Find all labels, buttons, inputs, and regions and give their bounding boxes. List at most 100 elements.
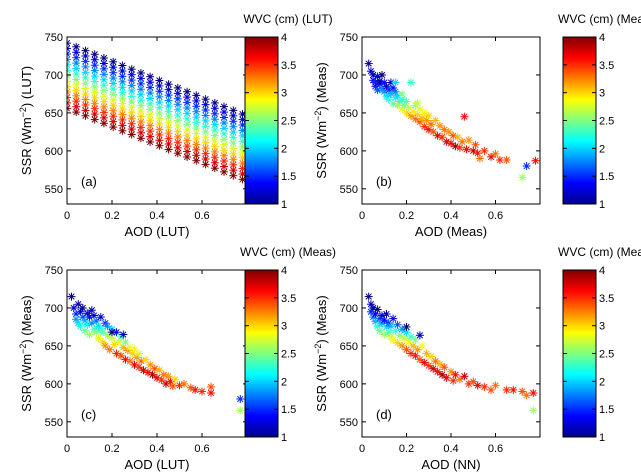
panel-b: 0 0.2 0.4 0.6 550 600 650 700 750 (b) AOD (Meas) SS…: [313, 12, 641, 239]
colorbar-title: WVC (cm) (Meas): [558, 12, 641, 26]
data-point: [531, 156, 540, 165]
data-point: [81, 84, 90, 93]
data-point: [67, 98, 71, 107]
data-point: [105, 345, 114, 354]
data-point: [81, 101, 90, 109]
scatter-points: [67, 39, 247, 184]
data-point: [502, 156, 511, 164]
colorbar-tick-label: 3: [599, 321, 605, 333]
data-point: [136, 123, 145, 132]
colorbar-tick-label: 4: [281, 32, 287, 44]
data-point: [210, 153, 219, 162]
data-point: [118, 83, 127, 92]
colorbar-tick-label: 4: [281, 265, 287, 277]
y-tick-label: 650: [45, 108, 63, 120]
data-point: [529, 406, 538, 415]
colorbar-gradient: [244, 36, 279, 205]
data-point: [192, 156, 201, 165]
x-tick-label: 0.2: [104, 443, 119, 455]
data-point: [109, 68, 118, 77]
data-point: [67, 50, 71, 58]
colorbar-tick-label: 1.5: [599, 404, 614, 416]
panel-a: 0 0.2 0.4 0.6 550 600 650 700 750 (a) AOD (LUT) SSR…: [18, 12, 333, 239]
scatter-points: [364, 292, 538, 415]
data-point: [529, 389, 538, 397]
data-point: [127, 130, 136, 139]
data-point: [442, 373, 451, 382]
data-point: [121, 338, 130, 347]
data-point: [420, 108, 429, 117]
data-point: [487, 152, 495, 161]
data-point: [402, 97, 411, 106]
colorbar-tick-label: 3.5: [281, 60, 296, 72]
data-point: [402, 322, 411, 331]
colorbar-gradient: [244, 269, 279, 438]
data-point: [76, 322, 85, 331]
colorbar: 1 1.5 2 2.5 3 3.5 4 WVC (cm) (Meas): [240, 245, 336, 444]
data-point: [480, 382, 489, 391]
data-point: [487, 385, 495, 394]
y-tick-label: 750: [45, 32, 63, 44]
data-point: [391, 78, 400, 87]
scatter-points: [67, 292, 245, 415]
data-point: [135, 363, 143, 372]
colorbar-tick-label: 3.5: [281, 293, 296, 305]
data-point: [168, 382, 177, 391]
data-point: [455, 375, 464, 384]
plot-area: [362, 37, 540, 204]
data-point: [201, 116, 210, 125]
data-point: [127, 76, 136, 85]
data-point: [157, 376, 166, 385]
data-point: [220, 146, 228, 155]
x-axis-label: AOD (LUT): [125, 457, 190, 472]
data-point: [67, 71, 71, 80]
data-point: [183, 98, 192, 107]
panel-label: (d): [376, 407, 392, 422]
data-point: [460, 112, 469, 121]
data-point: [201, 95, 210, 104]
data-point: [155, 120, 164, 128]
data-point: [90, 104, 99, 113]
data-point: [118, 126, 127, 135]
data-point: [183, 114, 192, 123]
data-point: [164, 107, 173, 116]
data-point: [164, 145, 173, 154]
data-point: [126, 343, 134, 352]
data-point: [155, 98, 164, 107]
data-point: [491, 381, 500, 390]
colorbar-tick-label: 2: [281, 376, 287, 388]
data-point: [364, 59, 373, 68]
data-point: [155, 130, 164, 139]
data-point: [192, 118, 201, 127]
y-tick-label: 600: [340, 379, 358, 391]
data-point: [229, 160, 238, 169]
data-point: [413, 99, 422, 107]
data-point: [118, 115, 127, 124]
x-tick-label: 0.6: [488, 210, 503, 222]
data-point: [99, 103, 108, 111]
data-point: [491, 149, 500, 158]
colorbar-title: WVC (cm) (Meas): [558, 245, 641, 259]
data-point: [431, 116, 440, 125]
data-point: [449, 376, 458, 385]
colorbar-gradient: [562, 36, 597, 205]
data-point: [229, 111, 238, 120]
x-axis-label: AOD (LUT): [125, 224, 190, 239]
data-point: [409, 107, 418, 116]
y-tick-label: 650: [340, 341, 358, 353]
data-point: [155, 141, 164, 150]
data-point: [67, 82, 71, 91]
scatter-points: [364, 59, 540, 182]
data-point: [458, 137, 467, 146]
data-point: [67, 66, 71, 75]
data-point: [67, 292, 76, 301]
colorbar-title: WVC (cm) (Meas): [240, 245, 336, 259]
data-point: [433, 367, 442, 376]
panel-c: 0 0.2 0.4 0.6 550 600 650 700 750 (c) AOD (LUT) SSR…: [18, 245, 336, 472]
colorbar-tick-label: 3: [281, 321, 287, 333]
x-tick-label: 0.2: [399, 210, 414, 222]
colorbar-tick-label: 2: [599, 143, 605, 155]
colorbar: 1 1.5 2 2.5 3 3.5 4 WVC (cm) (Meas): [558, 245, 641, 444]
y-tick-label: 600: [340, 146, 358, 158]
colorbar-tick-label: 1.5: [281, 404, 296, 416]
